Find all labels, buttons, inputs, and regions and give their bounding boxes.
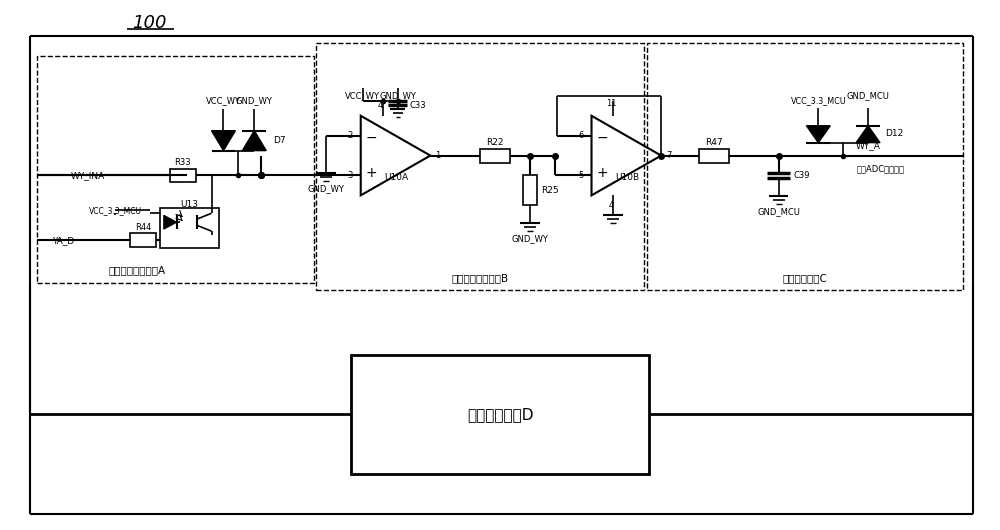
Polygon shape (164, 215, 177, 229)
Bar (316, 43, 644, 290)
Text: 阻抗匹配模块C: 阻抗匹配模块C (783, 273, 828, 283)
Bar (170, 169, 196, 182)
Polygon shape (242, 131, 266, 151)
Text: C33: C33 (409, 101, 426, 110)
Polygon shape (856, 126, 880, 143)
Text: R22: R22 (486, 138, 504, 147)
Text: WY_A: WY_A (856, 141, 880, 150)
Bar (37, 56, 314, 283)
Bar (523, 175, 537, 205)
Text: 11: 11 (606, 99, 617, 108)
Text: GND_WY: GND_WY (379, 91, 416, 100)
Text: 6: 6 (578, 131, 584, 140)
Text: U13: U13 (181, 200, 199, 209)
Text: 100: 100 (133, 14, 167, 32)
Text: −: − (366, 131, 377, 145)
Text: GND_MCU: GND_MCU (757, 207, 800, 216)
Text: VCC_WY: VCC_WY (206, 96, 241, 105)
Text: GND_WY: GND_WY (511, 234, 548, 243)
Text: 7: 7 (666, 151, 671, 160)
Text: 3: 3 (347, 171, 353, 180)
Text: 4: 4 (609, 201, 614, 210)
Text: VCC_3.3_MCU: VCC_3.3_MCU (790, 96, 846, 105)
Text: 后级ADC输入端口: 后级ADC输入端口 (857, 164, 905, 173)
Text: D7: D7 (273, 136, 286, 145)
Text: 1: 1 (435, 151, 441, 160)
Text: U10A: U10A (384, 173, 409, 182)
Bar (699, 148, 729, 163)
Text: YA_D: YA_D (52, 236, 74, 245)
Text: U10B: U10B (615, 173, 639, 182)
Bar (480, 148, 510, 163)
Text: GND_MCU: GND_MCU (847, 91, 889, 100)
Bar (351, 355, 649, 474)
Bar (647, 43, 963, 290)
Text: R33: R33 (174, 158, 191, 167)
Text: R47: R47 (705, 138, 723, 147)
Text: 中央处理模块D: 中央处理模块D (467, 407, 533, 422)
Bar (130, 233, 156, 247)
Text: GND_WY: GND_WY (307, 184, 344, 193)
Text: 4: 4 (378, 101, 383, 110)
Text: 端口输入保护模块A: 端口输入保护模块A (108, 265, 165, 275)
Text: +: + (596, 166, 608, 181)
Text: +: + (366, 166, 377, 181)
Text: 信号运算变换模块B: 信号运算变换模块B (452, 273, 509, 283)
Text: C39: C39 (793, 171, 810, 180)
Text: 5: 5 (578, 171, 584, 180)
Text: VCC_WY: VCC_WY (345, 91, 380, 100)
Text: VCC_3.3_MCU: VCC_3.3_MCU (89, 206, 142, 215)
Bar (160, 208, 219, 248)
Text: WY_INA: WY_INA (70, 171, 105, 180)
Polygon shape (806, 126, 830, 143)
Polygon shape (212, 131, 235, 151)
Text: R25: R25 (541, 186, 558, 195)
Text: R44: R44 (135, 223, 151, 232)
Text: GND_WY: GND_WY (236, 96, 273, 105)
Text: D12: D12 (885, 129, 903, 138)
Text: −: − (596, 131, 608, 145)
Text: 2: 2 (348, 131, 353, 140)
